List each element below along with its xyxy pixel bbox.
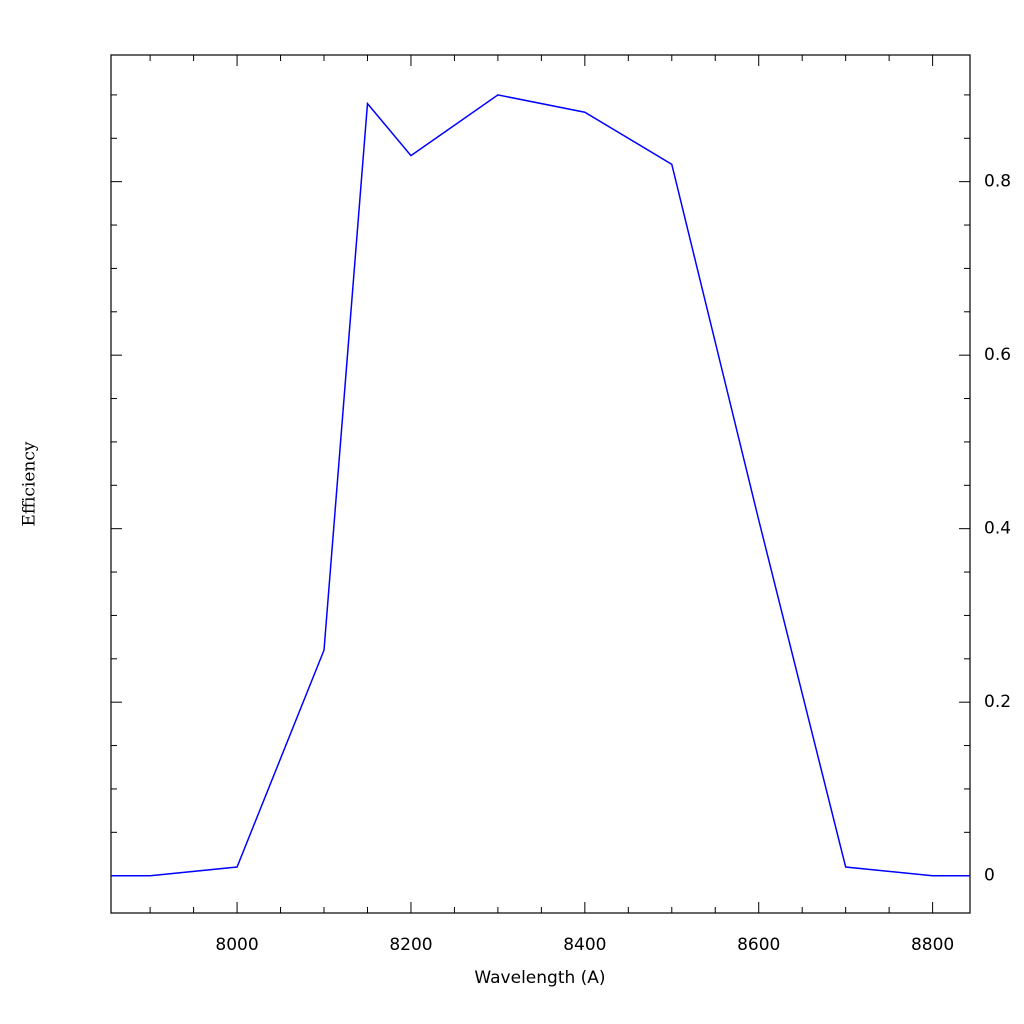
y-tick-label: 0 <box>984 866 995 886</box>
y-tick-label: 0.2 <box>984 692 1011 712</box>
plot-frame <box>110 54 971 914</box>
x-tick-label: 8400 <box>563 935 606 955</box>
x-tick-label: 8200 <box>389 935 432 955</box>
y-tick-label: 0.8 <box>984 172 1011 192</box>
x-tick-label: 8000 <box>215 935 258 955</box>
x-tick-label: 8600 <box>737 935 780 955</box>
y-axis-label: Efficiency <box>20 441 40 526</box>
y-tick-label: 0.4 <box>984 519 1011 539</box>
x-tick-label: 8800 <box>911 935 954 955</box>
y-tick-label: 0.6 <box>984 345 1011 365</box>
x-axis-label: Wavelength (A) <box>474 968 605 988</box>
data-line <box>111 94 970 877</box>
